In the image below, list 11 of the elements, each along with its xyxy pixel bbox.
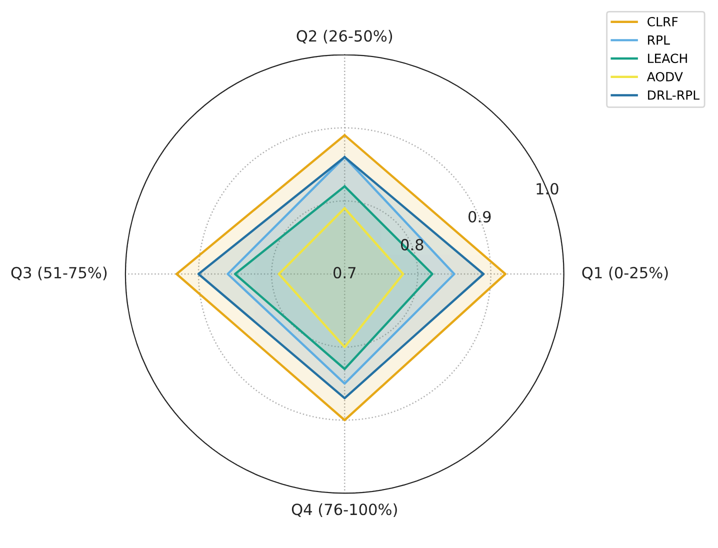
legend-label: DRL-RPL [648,90,700,100]
legend-label: RPL [648,35,670,45]
legend-label: AODV [646,72,683,82]
legend-label: CLRF [648,16,678,26]
spoke-label: Q3 (51-75%) [11,266,107,280]
y-tick-label: 0.7 [334,266,356,278]
spoke-label: Q2 (26-50%) [296,30,392,44]
spoke-label: Q4 (76-100%) [292,503,397,517]
legend-label: LEACH [648,54,687,64]
spoke-label: Q1 (0-25%) [582,266,668,280]
y-tick-label: 0.9 [468,210,491,223]
